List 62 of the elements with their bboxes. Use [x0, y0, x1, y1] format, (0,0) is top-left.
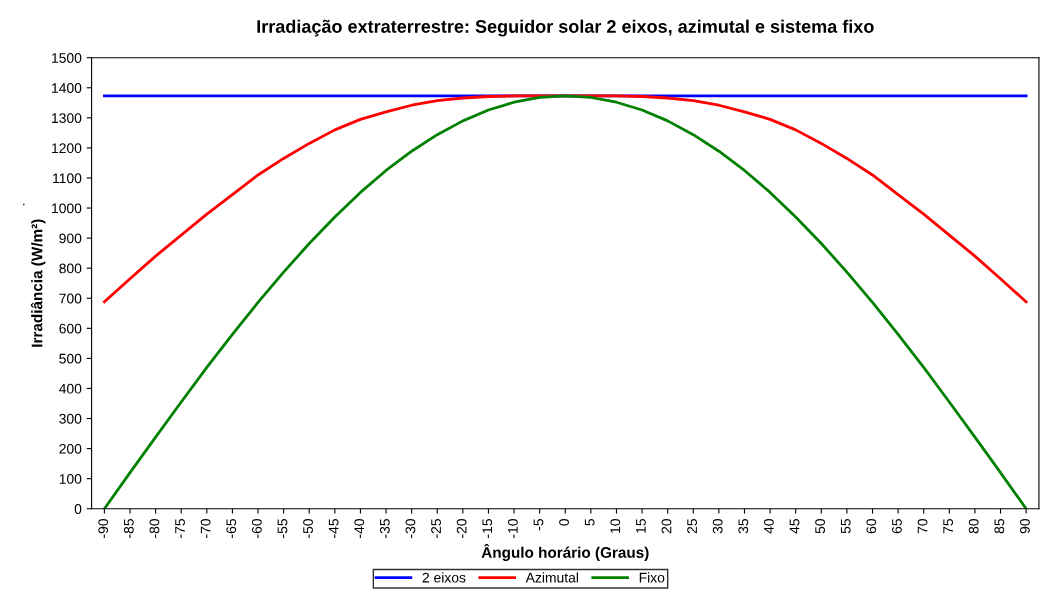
y-tick-label: 1000 — [52, 203, 82, 214]
x-tick-label: 30 — [712, 518, 723, 534]
x-tick-label: -85 — [123, 519, 134, 538]
x-tick-label: 55 — [840, 519, 851, 534]
x-tick-label: -45 — [328, 519, 339, 538]
y-tick-label: 400 — [59, 383, 82, 394]
y-axis-title: Irradiância (W/m²) — [30, 219, 46, 347]
x-tick-label: 80 — [968, 518, 979, 534]
x-tick-label: 75 — [943, 519, 954, 534]
y-tick-label: 600 — [59, 323, 82, 334]
x-tick-label: 20 — [661, 518, 672, 534]
x-tick-label: -70 — [200, 518, 211, 538]
x-tick-label: -80 — [149, 518, 160, 538]
x-tick-label: 10 — [610, 518, 621, 533]
x-tick-label: 0 — [559, 518, 569, 526]
legend-label: 2 eixos — [422, 572, 466, 583]
y-tick-label: 200 — [59, 443, 82, 454]
x-tick-label: 40 — [763, 518, 774, 534]
x-tick-label: 35 — [738, 519, 749, 534]
x-tick-label: 50 — [815, 518, 826, 534]
x-tick-label: -15 — [482, 519, 493, 538]
y-tick-label: 0 — [74, 504, 82, 514]
x-tick-label: -30 — [405, 518, 416, 538]
x-tick-label: 65 — [891, 519, 902, 534]
line-series — [103, 94, 1028, 304]
y-tick-label: 1300 — [52, 113, 82, 124]
x-tick-label: 70 — [917, 518, 928, 534]
legend-label: Fixo — [639, 572, 665, 583]
x-tick-label: -20 — [456, 518, 467, 538]
y-tick-label: 100 — [59, 473, 82, 484]
y-tick-label: 800 — [59, 263, 82, 274]
x-tick-label: -55 — [277, 519, 288, 538]
x-tick-label: -60 — [251, 518, 262, 538]
x-tick-label: -50 — [303, 518, 313, 538]
x-tick-label: -65 — [226, 519, 237, 538]
x-tick-label: 15 — [636, 519, 646, 533]
x-tick-label: 25 — [687, 519, 698, 534]
x-tick-label: -35 — [379, 519, 390, 538]
x-axis-title: Ângulo horário (Graus) — [481, 544, 649, 561]
x-tick-label: -25 — [431, 519, 441, 538]
x-tick-label: -10 — [507, 518, 518, 538]
y-tick-label: 300 — [59, 413, 82, 424]
y-tick-label: 700 — [59, 293, 82, 304]
text: . — [23, 203, 25, 206]
x-tick-label: 90 — [1020, 518, 1030, 534]
y-tick-label: 900 — [59, 233, 82, 244]
x-tick-label: -40 — [354, 518, 365, 538]
x-tick-label: 5 — [584, 519, 595, 526]
x-tick-label: -90 — [98, 518, 109, 538]
y-tick-label: 1500 — [52, 53, 82, 63]
y-tick-label: 1200 — [52, 143, 82, 154]
x-tick-label: 85 — [994, 519, 1005, 534]
x-tick-label: -75 — [175, 519, 185, 538]
line-series — [103, 94, 1028, 509]
y-tick-label: 1400 — [52, 83, 82, 93]
y-tick-label: 1100 — [53, 173, 82, 184]
y-tick-label: 500 — [59, 353, 82, 364]
chart-title: Irradiação extraterrestre: Seguidor solar 2 eixos, azimutal e sistema fixo — [257, 19, 874, 37]
x-tick-label: -5 — [533, 519, 544, 531]
x-tick-label: 45 — [789, 519, 800, 534]
legend-label: Azimutal — [525, 572, 578, 583]
x-tick-label: 60 — [866, 518, 877, 534]
